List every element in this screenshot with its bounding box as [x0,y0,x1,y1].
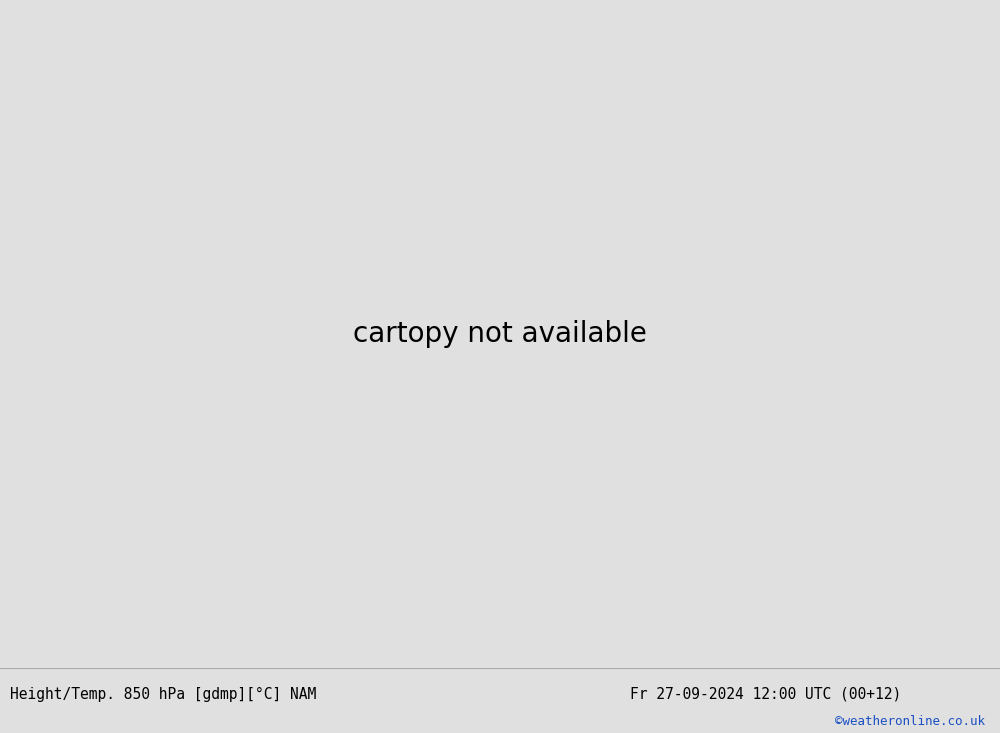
Text: cartopy not available: cartopy not available [353,320,647,348]
Text: Fr 27-09-2024 12:00 UTC (00+12): Fr 27-09-2024 12:00 UTC (00+12) [630,687,901,701]
Text: ©weatheronline.co.uk: ©weatheronline.co.uk [835,715,985,728]
Text: Height/Temp. 850 hPa [gdmp][°C] NAM: Height/Temp. 850 hPa [gdmp][°C] NAM [10,687,316,701]
